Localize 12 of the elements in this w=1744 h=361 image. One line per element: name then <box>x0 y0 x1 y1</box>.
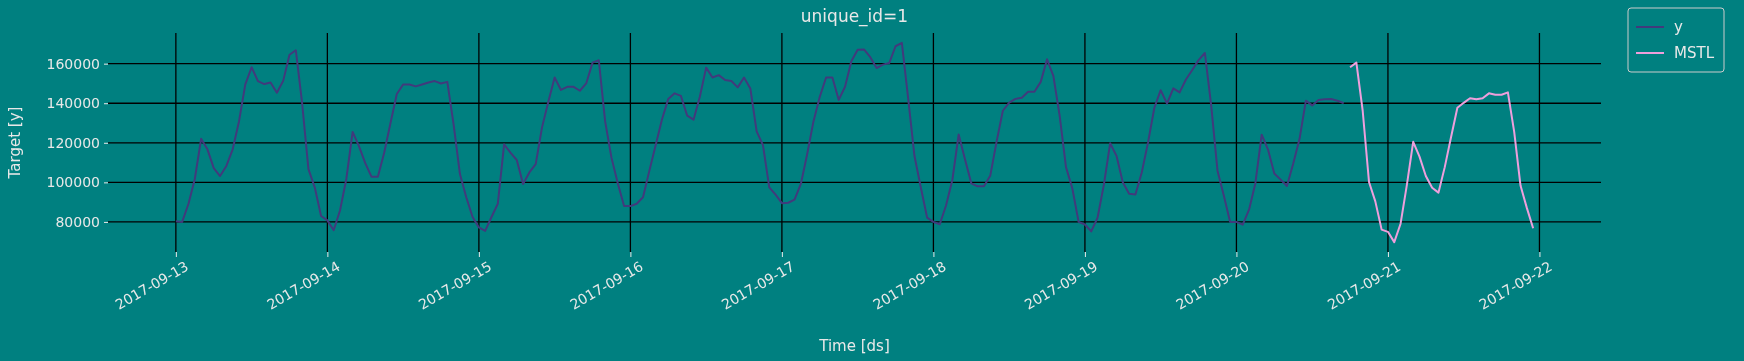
y-tick-label: 100000 <box>46 174 100 191</box>
y-tick-label: 140000 <box>46 95 100 112</box>
legend-label: MSTL <box>1674 44 1715 62</box>
line-series <box>174 41 1345 233</box>
y-axis-title: Target [y] <box>6 106 24 180</box>
line-series <box>1349 61 1535 244</box>
y-tick-label: 80000 <box>55 213 100 230</box>
chart-title: unique_id=1 <box>800 6 909 27</box>
y-tick-label: 160000 <box>46 55 100 72</box>
y-tick-label: 120000 <box>46 134 100 151</box>
x-axis-title: Time [ds] <box>818 337 890 355</box>
legend-label: y <box>1674 18 1683 36</box>
